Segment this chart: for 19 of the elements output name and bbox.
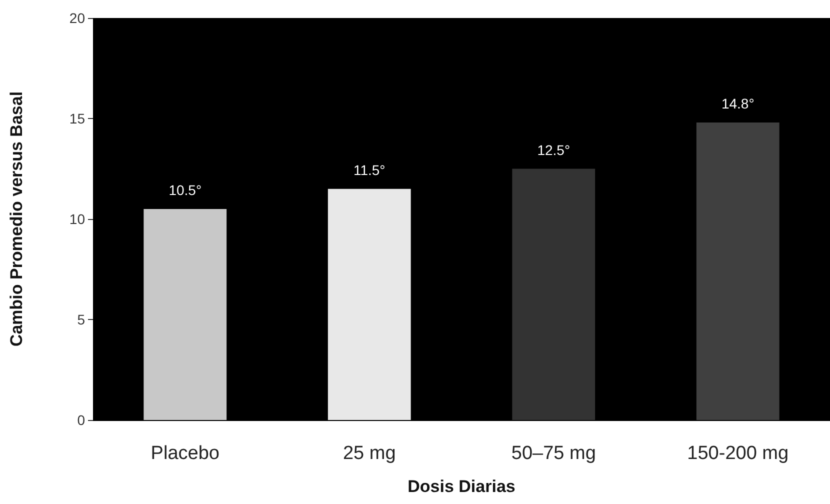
y-tick-label: 0 xyxy=(77,412,86,428)
y-tick-label: 5 xyxy=(77,312,86,328)
y-tick-label: 10 xyxy=(69,211,86,227)
y-axis-title: Cambio Promedio versus Basal xyxy=(7,91,26,347)
bar xyxy=(328,188,411,420)
x-tick-label: 150-200 mg xyxy=(687,443,789,464)
bar xyxy=(512,168,596,420)
x-tick-label: 50–75 mg xyxy=(511,443,596,464)
data-label: 11.5° xyxy=(353,162,386,178)
bar xyxy=(696,122,780,420)
y-tick-label: 20 xyxy=(69,10,86,26)
y-tick-label: 15 xyxy=(69,110,86,126)
data-label: 12.5° xyxy=(537,142,570,158)
x-axis-title: Dosis Diarias xyxy=(408,477,516,496)
x-tick-label: Placebo xyxy=(150,443,220,464)
data-label: 10.5° xyxy=(168,182,202,198)
x-tick-label: 25 mg xyxy=(342,443,396,464)
bar xyxy=(144,208,227,420)
data-label: 14.8° xyxy=(721,96,754,112)
